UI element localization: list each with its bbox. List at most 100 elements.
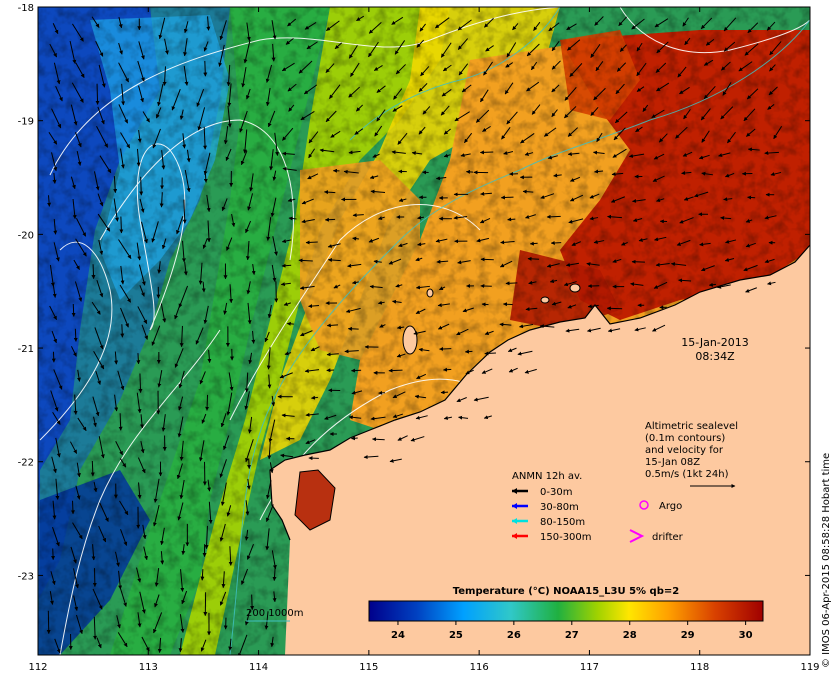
x-axis-ticks: 112 113 114 115 116 117 118 119: [28, 7, 820, 673]
velocity-arrow: [330, 130, 341, 138]
velocity-arrow: [652, 324, 666, 332]
velocity-arrow: [485, 45, 494, 52]
velocity-arrow: [267, 441, 272, 460]
drifter-label: drifter: [652, 532, 684, 543]
velocity-arrow: [121, 83, 126, 106]
velocity-arrow: [531, 104, 541, 115]
velocity-arrow: [154, 568, 160, 587]
colorbar-tick-label: 27: [565, 630, 579, 641]
velocity-arrow: [244, 372, 249, 393]
velocity-arrow: [651, 109, 665, 119]
date-label: 15-Jan-2013: [681, 336, 749, 349]
velocity-arrow: [220, 413, 227, 428]
velocity-arrow: [551, 84, 560, 93]
velocity-arrow: [526, 43, 540, 57]
velocity-arrow: [350, 62, 360, 77]
velocity-arrow: [698, 154, 710, 160]
velocity-arrow: [594, 169, 604, 174]
velocity-arrow: [203, 152, 211, 176]
velocity-arrow: [243, 129, 248, 154]
velocity-arrow: [526, 81, 540, 92]
velocity-arrow: [136, 392, 142, 414]
velocity-arrow: [226, 505, 232, 517]
velocity-arrow: [564, 87, 577, 101]
velocity-arrow: [201, 281, 206, 293]
velocity-arrow: [203, 305, 209, 324]
colorbar-tick-label: 29: [681, 630, 695, 641]
velocity-arrow: [220, 482, 227, 506]
velocity-arrow: [369, 175, 379, 180]
velocity-arrow: [368, 41, 379, 58]
velocity-arrow: [553, 173, 562, 178]
velocity-arrow: [505, 62, 514, 68]
velocity-arrow: [347, 263, 362, 268]
velocity-arrow: [764, 258, 775, 264]
velocity-arrow: [344, 349, 359, 354]
velocity-arrow: [721, 61, 731, 71]
argo-label: Argo: [659, 501, 682, 512]
velocity-arrow: [348, 86, 360, 98]
velocity-arrow: [499, 322, 512, 327]
credit-label: © IMOS 06-Apr-2015 08:58:28 Hobart time: [821, 453, 832, 668]
velocity-arrow: [377, 300, 385, 305]
velocity-arrow: [272, 567, 277, 581]
velocity-arrow: [550, 240, 562, 245]
velocity-arrow: [327, 243, 341, 248]
velocity-arrow: [517, 350, 533, 356]
velocity-arrow: [389, 458, 402, 463]
velocity-arrow: [345, 307, 361, 313]
velocity-arrow: [154, 594, 160, 608]
legend-arrowhead-icon: [512, 533, 517, 539]
velocity-arrow: [654, 18, 669, 28]
velocity-arrow: [174, 303, 181, 320]
velocity-arrow: [137, 130, 142, 143]
velocity-arrow: [525, 214, 536, 219]
velocity-arrow: [327, 257, 341, 262]
velocity-arrow: [246, 281, 251, 295]
velocity-arrow: [482, 125, 491, 132]
velocity-arrow: [179, 109, 184, 120]
velocity-arrow: [745, 287, 757, 293]
velocity-arrow: [456, 397, 467, 403]
velocity-arrow: [55, 85, 63, 102]
velocity-arrow: [473, 396, 489, 402]
velocity-arrow: [703, 85, 716, 100]
velocity-arrow: [435, 17, 450, 29]
velocity-arrow: [614, 111, 628, 124]
velocity-arrow: [417, 215, 425, 220]
velocity-arrow: [334, 42, 342, 50]
velocity-arrow: [201, 413, 207, 424]
velocity-arrow: [461, 84, 472, 93]
velocity-arrow: [271, 395, 276, 407]
velocity-arrow: [524, 368, 537, 374]
velocity-arrow: [159, 192, 164, 208]
velocity-arrow: [503, 151, 514, 155]
velocity-arrow: [264, 331, 270, 343]
velocity-arrow: [138, 373, 143, 393]
colorbar-tick-label: 25: [449, 630, 463, 641]
velocity-arrow: [476, 237, 490, 243]
velocity-arrow: [607, 328, 621, 333]
velocity-arrow: [481, 368, 493, 374]
velocity-arrow: [98, 239, 104, 255]
velocity-arrow: [326, 20, 340, 31]
velocity-arrow: [93, 481, 98, 493]
velocity-arrow: [119, 458, 127, 468]
velocity-arrow: [52, 172, 57, 184]
velocity-arrow: [181, 240, 186, 263]
velocity-arrow: [55, 478, 60, 500]
velocity-arrow: [415, 257, 423, 262]
velocity-arrow: [681, 171, 692, 176]
velocity-arrow: [113, 176, 118, 194]
velocity-arrow: [176, 216, 184, 235]
velocity-arrow: [282, 127, 294, 141]
velocity-arrow: [98, 436, 105, 459]
velocity-arrow: [228, 546, 233, 566]
velocity-arrow: [720, 106, 734, 120]
velocity-arrow: [443, 367, 452, 372]
velocity-arrow: [207, 349, 212, 363]
y-tick-label: -19: [18, 117, 34, 128]
velocity-arrow: [656, 82, 670, 92]
velocity-arrow: [72, 568, 79, 589]
velocity-arrow: [285, 38, 294, 45]
